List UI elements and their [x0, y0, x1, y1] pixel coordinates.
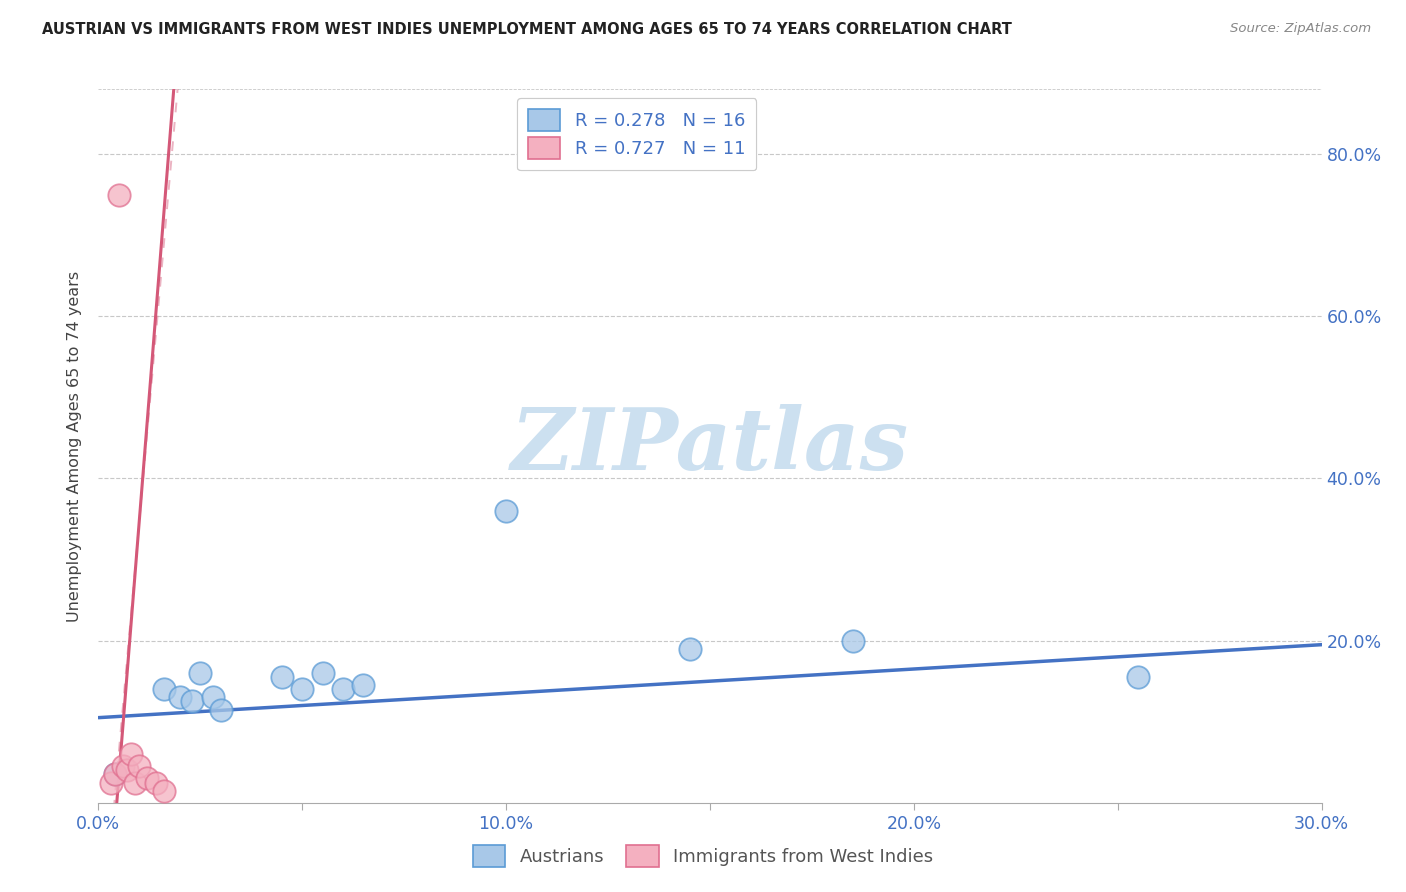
Point: [120, 747, 142, 761]
Legend: Austrians, Immigrants from West Indies: Austrians, Immigrants from West Indies: [465, 838, 941, 874]
Point: [115, 764, 138, 778]
Point: [495, 504, 517, 518]
Point: [145, 775, 167, 789]
Y-axis label: Unemployment Among Ages 65 to 74 years: Unemployment Among Ages 65 to 74 years: [66, 270, 82, 622]
Point: [104, 766, 127, 780]
Point: [352, 678, 374, 692]
Point: [841, 633, 863, 648]
Point: [152, 783, 174, 797]
Point: [169, 690, 191, 705]
Point: [181, 694, 204, 708]
Point: [108, 187, 131, 202]
Point: [152, 682, 174, 697]
Point: [124, 775, 146, 789]
Point: [111, 759, 134, 773]
Point: [679, 641, 702, 656]
Text: AUSTRIAN VS IMMIGRANTS FROM WEST INDIES UNEMPLOYMENT AMONG AGES 65 TO 74 YEARS C: AUSTRIAN VS IMMIGRANTS FROM WEST INDIES …: [42, 22, 1012, 37]
Point: [270, 670, 294, 684]
Legend: R = 0.278   N = 16, R = 0.727   N = 11: R = 0.278 N = 16, R = 0.727 N = 11: [517, 98, 756, 170]
Point: [136, 772, 159, 786]
Point: [209, 702, 232, 716]
Point: [104, 767, 127, 781]
Point: [1128, 670, 1150, 684]
Point: [188, 666, 212, 681]
Point: [100, 775, 122, 789]
Text: Source: ZipAtlas.com: Source: ZipAtlas.com: [1230, 22, 1371, 36]
Point: [201, 690, 224, 705]
Point: [312, 666, 335, 681]
Point: [128, 759, 150, 773]
Point: [291, 682, 314, 697]
Point: [332, 682, 354, 697]
Text: ZIPatlas: ZIPatlas: [510, 404, 910, 488]
